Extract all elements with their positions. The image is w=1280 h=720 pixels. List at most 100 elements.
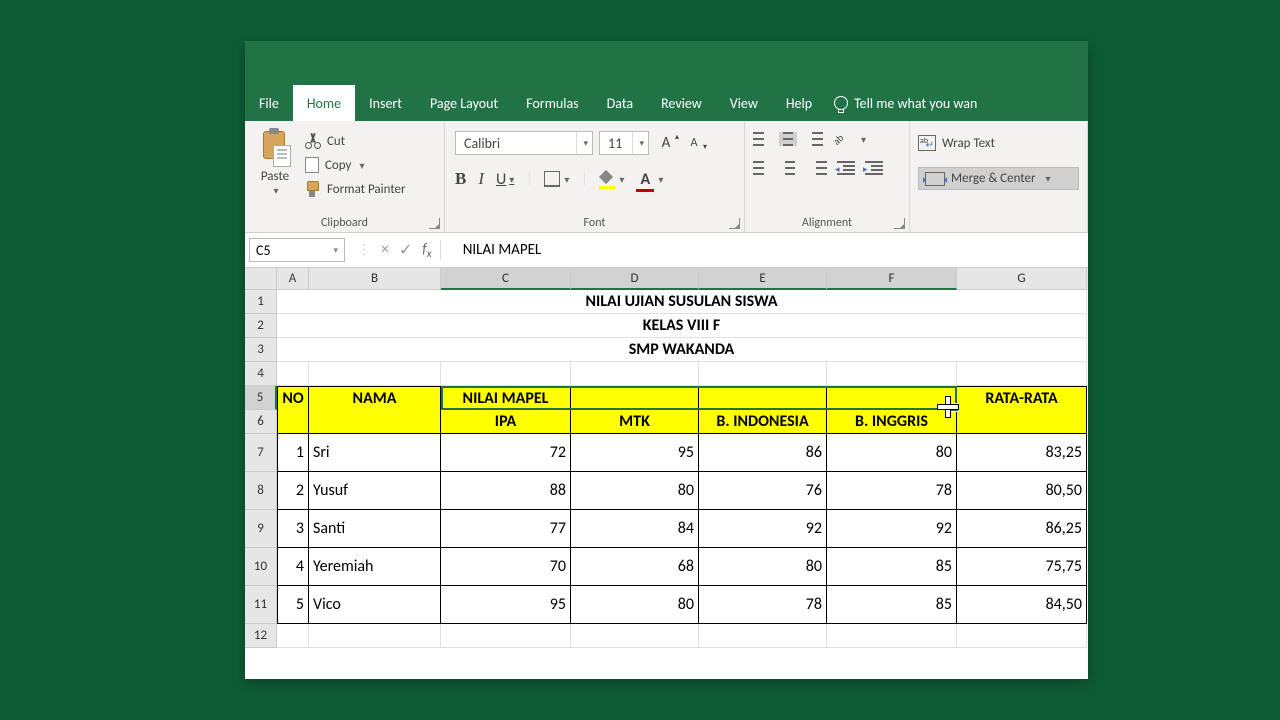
increase-font-button[interactable]: A [655,134,677,152]
select-all-corner[interactable] [245,268,277,290]
cell-F9[interactable]: 92 [827,510,957,548]
cell-E9[interactable]: 92 [699,510,827,548]
col-header-F[interactable]: F [827,268,957,290]
row-header-12[interactable]: 12 [245,624,277,648]
font-name-combo[interactable]: Calibri ▾ [455,131,593,155]
align-bottom-button[interactable] [805,132,823,146]
font-color-button[interactable]: A▾ [636,170,663,189]
worksheet-grid[interactable]: A B C D E F G 1 NILAI UJIAN SUSULAN SISW… [245,268,1088,679]
row-header-2[interactable]: 2 [245,314,277,338]
cell-E11[interactable]: 78 [699,586,827,624]
tell-me-search[interactable]: Tell me what you wan [826,85,977,121]
alignment-launcher[interactable] [894,218,905,229]
cell-G6[interactable] [957,410,1087,434]
cell-E4[interactable] [699,362,827,386]
align-center-button[interactable] [781,161,799,175]
tab-file[interactable]: File [245,85,293,121]
col-header-E[interactable]: E [699,268,827,290]
cell-E12[interactable] [699,624,827,648]
cell-C9[interactable]: 77 [441,510,571,548]
row-header-3[interactable]: 3 [245,338,277,362]
cell-A4[interactable] [277,362,309,386]
cut-button[interactable]: Cut [301,129,438,153]
cell-F8[interactable]: 78 [827,472,957,510]
cell-C6[interactable]: IPA [441,410,571,434]
row-header-7[interactable]: 7 [245,434,277,472]
cell-C10[interactable]: 70 [441,548,571,586]
cell-D8[interactable]: 80 [571,472,699,510]
cell-C5[interactable]: NILAI MAPEL [441,386,571,410]
cell-C12[interactable] [441,624,571,648]
cell-D9[interactable]: 84 [571,510,699,548]
cell-C7[interactable]: 72 [441,434,571,472]
cell-B11[interactable]: Vico [309,586,441,624]
wrap-text-button[interactable]: Wrap Text [918,131,1079,155]
align-top-button[interactable] [753,132,771,146]
row-header-5[interactable]: 5 [245,386,277,410]
orientation-button[interactable] [833,131,849,147]
align-left-button[interactable] [753,161,771,175]
row-header-11[interactable]: 11 [245,586,277,624]
row-header-4[interactable]: 4 [245,362,277,386]
decrease-indent-button[interactable] [837,161,855,175]
cell-G11[interactable]: 84,50 [957,586,1087,624]
cell-F5[interactable] [827,386,957,410]
cell-G12[interactable] [957,624,1087,648]
cell-C11[interactable]: 95 [441,586,571,624]
cell-B4[interactable] [309,362,441,386]
cell-F10[interactable]: 85 [827,548,957,586]
cell-B5[interactable]: NAMA [309,386,441,410]
cell-B12[interactable] [309,624,441,648]
cell-B7[interactable]: Sri [309,434,441,472]
cell-F6[interactable]: B. INGGRIS [827,410,957,434]
cell-E7[interactable]: 86 [699,434,827,472]
cell-title3[interactable]: SMP WAKANDA [277,338,1087,362]
tab-home[interactable]: Home [293,85,355,121]
cell-E5[interactable] [699,386,827,410]
row-header-6[interactable]: 6 [245,410,277,434]
increase-indent-button[interactable] [865,161,883,175]
row-header-8[interactable]: 8 [245,472,277,510]
col-header-B[interactable]: B [309,268,441,290]
merge-center-button[interactable]: Merge & Center ▾ [918,167,1079,190]
col-header-A[interactable]: A [277,268,309,290]
formula-input[interactable]: NILAI MAPEL [453,241,1084,259]
cell-B10[interactable]: Yeremiah [309,548,441,586]
cell-G9[interactable]: 86,25 [957,510,1087,548]
fill-color-button[interactable]: ▾ [599,172,624,186]
cell-D12[interactable] [571,624,699,648]
italic-button[interactable]: I [478,169,484,189]
cancel-button[interactable]: × [381,240,389,259]
align-middle-button[interactable] [779,132,797,146]
paste-button[interactable]: Paste ▾ [251,125,299,201]
cell-B6[interactable] [309,410,441,434]
cell-D6[interactable]: MTK [571,410,699,434]
cell-G8[interactable]: 80,50 [957,472,1087,510]
cell-G5[interactable]: RATA-RATA [957,386,1087,410]
tab-page-layout[interactable]: Page Layout [416,85,512,121]
cell-A8[interactable]: 2 [277,472,309,510]
cell-G7[interactable]: 83,25 [957,434,1087,472]
cell-D10[interactable]: 68 [571,548,699,586]
cell-D5[interactable] [571,386,699,410]
cell-A12[interactable] [277,624,309,648]
border-button[interactable]: ▾ [544,171,569,187]
tab-formulas[interactable]: Formulas [512,85,592,121]
tab-view[interactable]: View [716,85,772,121]
paste-dropdown[interactable]: ▾ [253,184,299,197]
cell-E10[interactable]: 80 [699,548,827,586]
cell-F4[interactable] [827,362,957,386]
cell-C8[interactable]: 88 [441,472,571,510]
col-header-C[interactable]: C [441,268,571,290]
tab-data[interactable]: Data [593,85,647,121]
cell-B8[interactable]: Yusuf [309,472,441,510]
copy-button[interactable]: Copy ▾ [301,153,438,177]
tab-review[interactable]: Review [647,85,716,121]
row-header-9[interactable]: 9 [245,510,277,548]
col-header-D[interactable]: D [571,268,699,290]
row-header-1[interactable]: 1 [245,290,277,314]
bold-button[interactable]: B [455,169,466,189]
cell-A11[interactable]: 5 [277,586,309,624]
cell-F11[interactable]: 85 [827,586,957,624]
font-launcher[interactable] [729,218,740,229]
